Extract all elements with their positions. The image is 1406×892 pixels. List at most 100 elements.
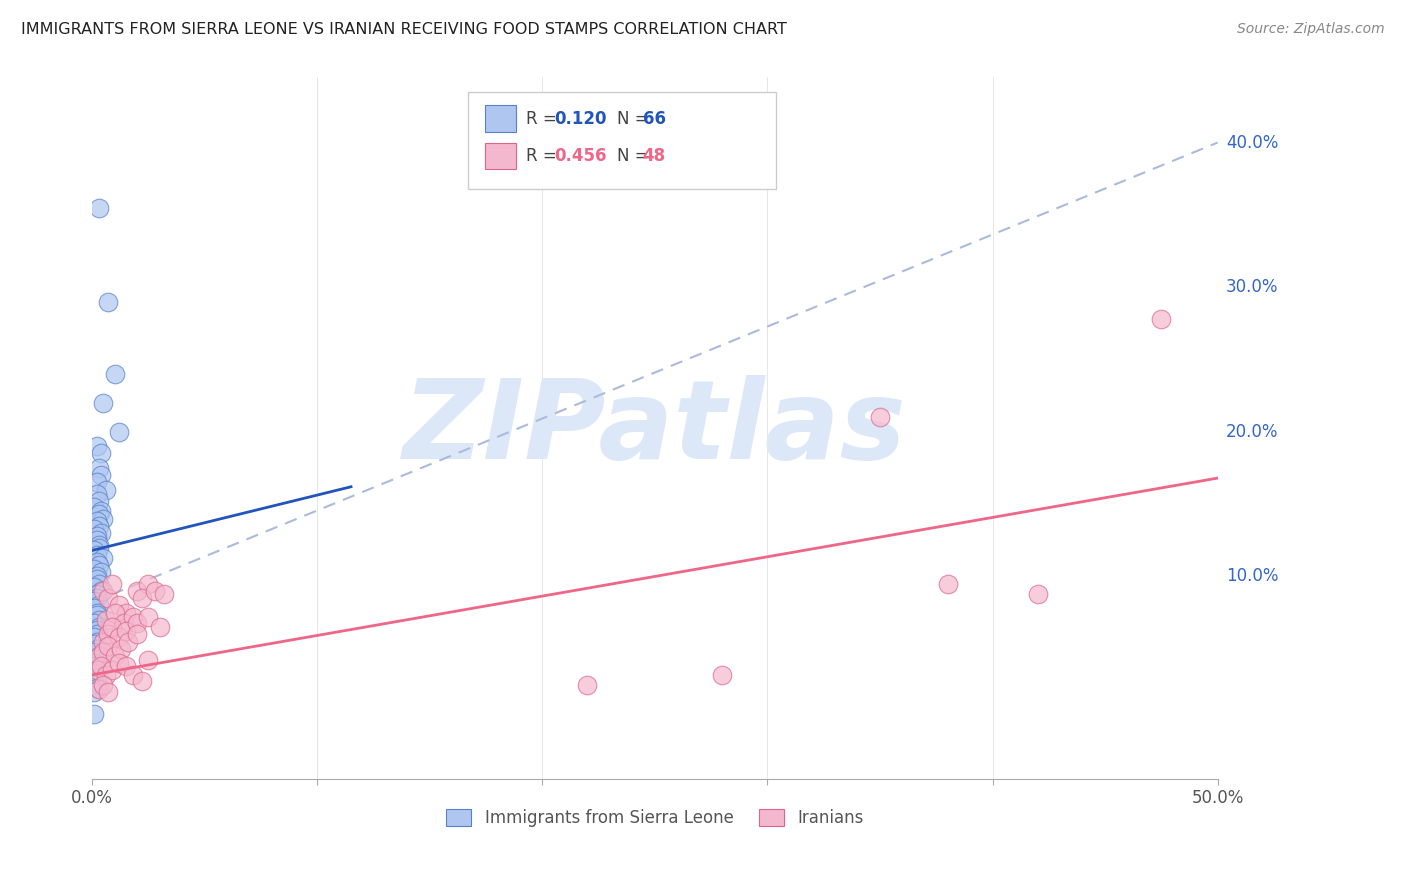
Point: [138, 576, 160, 591]
Point: [86, 652, 108, 666]
Point: [87, 682, 110, 697]
Legend: Immigrants from Sierra Leone, Iranians: Immigrants from Sierra Leone, Iranians: [440, 802, 870, 834]
Point: [87, 558, 110, 572]
Point: [86, 681, 108, 695]
Point: [83, 645, 105, 659]
Point: [1026, 587, 1049, 601]
Point: [97, 627, 120, 641]
Point: [83, 685, 105, 699]
Point: [127, 583, 149, 598]
Point: [131, 591, 153, 606]
Point: [115, 659, 138, 673]
Point: [115, 624, 138, 639]
Point: [90, 565, 112, 579]
Point: [1150, 312, 1173, 326]
Point: [153, 587, 176, 601]
Point: [87, 538, 110, 552]
Point: [101, 620, 124, 634]
Point: [98, 620, 121, 634]
Text: 40.0%: 40.0%: [1226, 134, 1278, 152]
Point: [138, 653, 160, 667]
Point: [87, 541, 110, 555]
Point: [576, 678, 599, 692]
Point: [121, 667, 143, 681]
Point: [869, 410, 891, 425]
Point: [87, 648, 110, 663]
Point: [87, 201, 110, 215]
Point: [90, 504, 112, 518]
Point: [93, 645, 115, 659]
Point: [86, 572, 108, 586]
Point: [121, 610, 143, 624]
Point: [93, 583, 115, 598]
Text: R =: R =: [526, 110, 562, 128]
Point: [97, 294, 120, 309]
Point: [94, 667, 117, 681]
Point: [131, 673, 153, 688]
Point: [86, 548, 108, 562]
Point: [93, 634, 115, 648]
Point: [108, 630, 131, 644]
Point: [83, 678, 105, 692]
Point: [86, 555, 108, 569]
Point: [83, 500, 105, 514]
Point: [86, 623, 108, 637]
Point: [86, 641, 108, 656]
Point: [93, 511, 115, 525]
Point: [86, 664, 108, 678]
Point: [86, 475, 108, 490]
Point: [127, 627, 149, 641]
Point: [90, 659, 112, 673]
Text: Source: ZipAtlas.com: Source: ZipAtlas.com: [1237, 22, 1385, 37]
Point: [127, 615, 149, 630]
Point: [83, 615, 105, 630]
Point: [83, 673, 105, 688]
Point: [149, 620, 172, 634]
Point: [87, 507, 110, 521]
Point: [86, 634, 108, 648]
Point: [90, 526, 112, 541]
Point: [108, 599, 131, 613]
Text: 48: 48: [643, 147, 665, 165]
Point: [83, 580, 105, 594]
Text: ZIPatlas: ZIPatlas: [404, 375, 907, 482]
Point: [87, 620, 110, 634]
Point: [93, 678, 115, 692]
Text: 0.120: 0.120: [554, 110, 606, 128]
Point: [86, 627, 108, 641]
Point: [90, 446, 112, 460]
Point: [87, 461, 110, 475]
Point: [104, 648, 127, 663]
Point: [138, 610, 160, 624]
Point: [711, 667, 734, 681]
Point: [115, 606, 138, 620]
Point: [936, 576, 959, 591]
Point: [83, 522, 105, 536]
Point: [93, 550, 115, 565]
Point: [104, 606, 127, 620]
Point: [117, 634, 139, 648]
Point: [86, 569, 108, 583]
Point: [87, 518, 110, 533]
Point: [110, 641, 132, 656]
Point: [83, 630, 105, 644]
Point: [87, 576, 110, 591]
Point: [101, 664, 124, 678]
Point: [86, 587, 108, 601]
Text: 66: 66: [643, 110, 665, 128]
Point: [86, 671, 108, 685]
Point: [90, 468, 112, 483]
Text: 10.0%: 10.0%: [1226, 567, 1278, 585]
Point: [90, 583, 112, 598]
Point: [83, 594, 105, 608]
Point: [86, 664, 108, 678]
Point: [86, 591, 108, 606]
Point: [94, 613, 117, 627]
Point: [97, 591, 120, 606]
Text: N =: N =: [617, 147, 654, 165]
Point: [104, 367, 127, 381]
Point: [83, 706, 105, 721]
Point: [83, 666, 105, 681]
Point: [112, 615, 135, 630]
Point: [86, 606, 108, 620]
